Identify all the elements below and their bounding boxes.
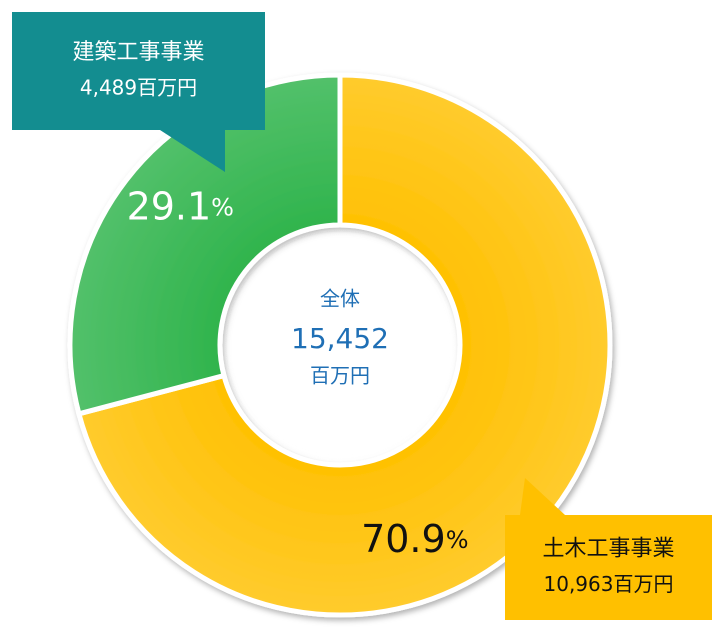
value-label: 70.9%: [361, 517, 468, 561]
callout-name: 土木工事事業: [542, 537, 674, 562]
center-label: 全体: [320, 287, 360, 311]
callout-tail: [160, 130, 225, 172]
callout-amount: 10,963百万円: [544, 572, 674, 596]
labels: 70.9% 29.1%: [127, 184, 469, 561]
callout-box: [12, 12, 265, 130]
callout: 土木工事事業 10,963百万円: [505, 478, 712, 620]
value-label: 29.1%: [127, 184, 234, 228]
callout: 建築工事事業 4,489百万円: [12, 12, 265, 172]
callout-name: 建築工事事業: [72, 40, 204, 65]
callout-amount: 4,489百万円: [80, 76, 197, 100]
center-total: 15,452: [291, 322, 389, 355]
center-unit: 百万円: [310, 364, 370, 388]
callout-box: [505, 515, 712, 620]
callout-tail: [520, 478, 565, 515]
